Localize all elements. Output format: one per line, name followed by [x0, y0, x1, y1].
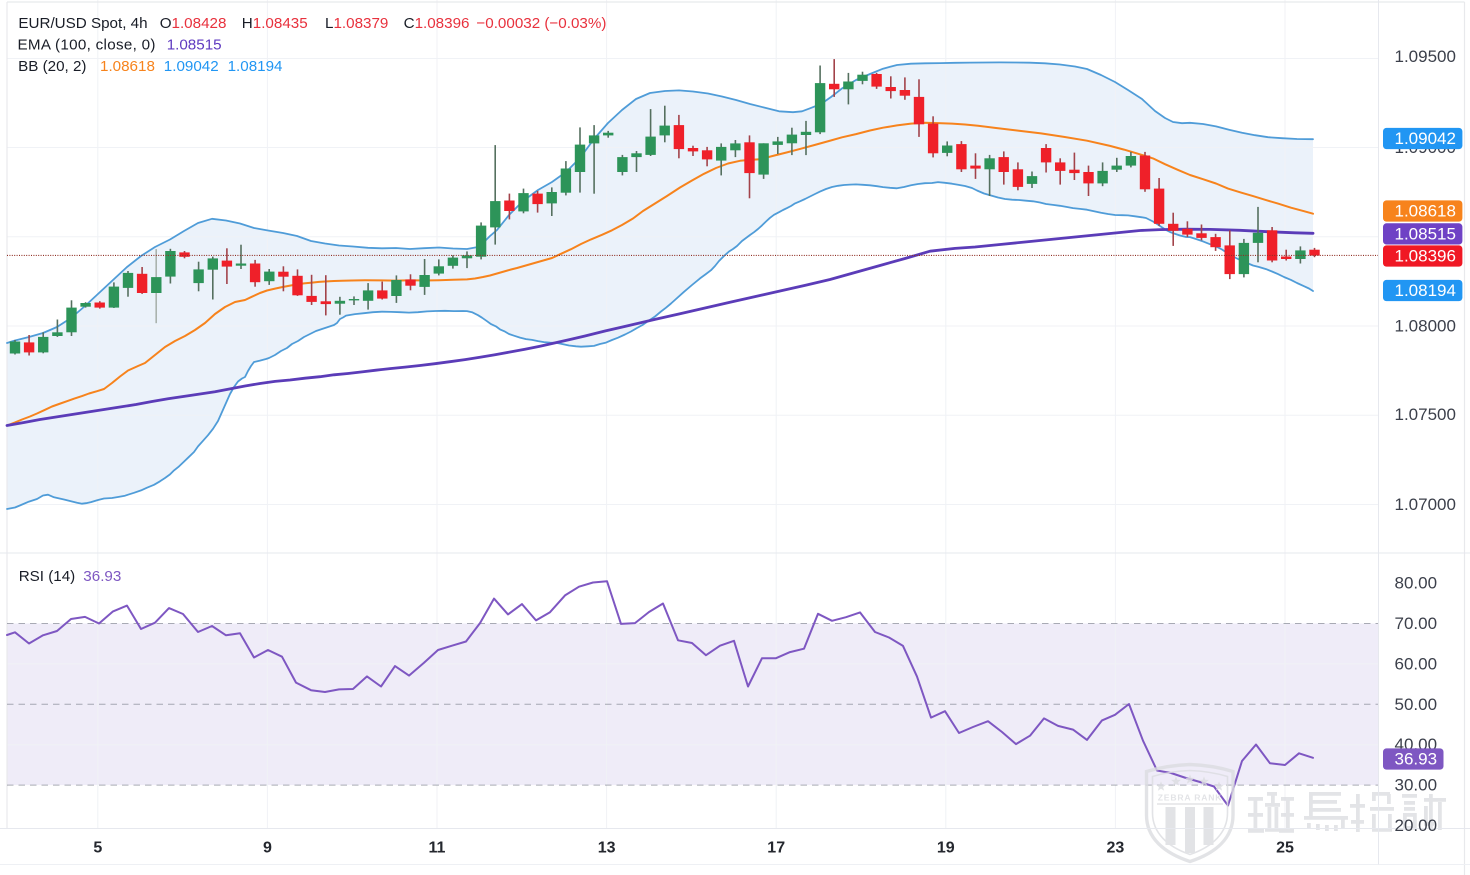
svg-text:1.07000: 1.07000 [1395, 495, 1456, 514]
svg-text:1.09042: 1.09042 [1395, 129, 1456, 148]
svg-text:1.07500: 1.07500 [1395, 405, 1456, 424]
svg-text:23: 23 [1107, 840, 1125, 857]
svg-text:11: 11 [429, 840, 446, 857]
svg-text:H1.08435: H1.08435 [242, 15, 308, 32]
svg-text:13: 13 [598, 840, 616, 857]
svg-text:30.00: 30.00 [1395, 776, 1438, 795]
svg-text:19: 19 [937, 840, 955, 857]
svg-text:1.08396: 1.08396 [1395, 247, 1456, 266]
svg-text:1.08194: 1.08194 [1395, 281, 1456, 300]
svg-text:ZEBRA RANK: ZEBRA RANK [1158, 793, 1223, 803]
svg-text:36.93: 36.93 [1395, 750, 1438, 769]
svg-text:EUR/USD Spot, 4h: EUR/USD Spot, 4h [18, 15, 147, 32]
svg-text:1.08194: 1.08194 [228, 58, 283, 75]
svg-text:−0.00032 (−0.03%): −0.00032 (−0.03%) [476, 15, 606, 32]
svg-text:O1.08428: O1.08428 [160, 15, 227, 32]
svg-text:C1.08396: C1.08396 [404, 15, 470, 32]
svg-text:25: 25 [1276, 840, 1294, 857]
svg-text:70.00: 70.00 [1395, 614, 1438, 633]
svg-text:1.08618: 1.08618 [1395, 202, 1456, 221]
svg-text:17: 17 [767, 840, 785, 857]
svg-text:1.08000: 1.08000 [1395, 317, 1456, 336]
svg-text:BB (20, 2): BB (20, 2) [18, 58, 86, 75]
svg-text:1.09500: 1.09500 [1395, 47, 1456, 66]
svg-text:1.08515: 1.08515 [167, 36, 222, 53]
svg-text:1.09042: 1.09042 [164, 58, 219, 75]
svg-text:1.08618: 1.08618 [100, 58, 155, 75]
svg-text:36.93: 36.93 [83, 568, 121, 585]
svg-text:5: 5 [93, 840, 102, 857]
svg-text:RSI (14): RSI (14) [19, 568, 76, 585]
svg-text:1.08515: 1.08515 [1395, 224, 1456, 243]
svg-text:50.00: 50.00 [1395, 695, 1438, 714]
svg-text:9: 9 [263, 840, 272, 857]
svg-text:EMA (100, close, 0): EMA (100, close, 0) [18, 36, 156, 53]
svg-text:60.00: 60.00 [1395, 654, 1438, 673]
svg-text:L1.08379: L1.08379 [325, 15, 388, 32]
svg-text:20.00: 20.00 [1395, 816, 1438, 835]
svg-text:80.00: 80.00 [1395, 574, 1438, 593]
